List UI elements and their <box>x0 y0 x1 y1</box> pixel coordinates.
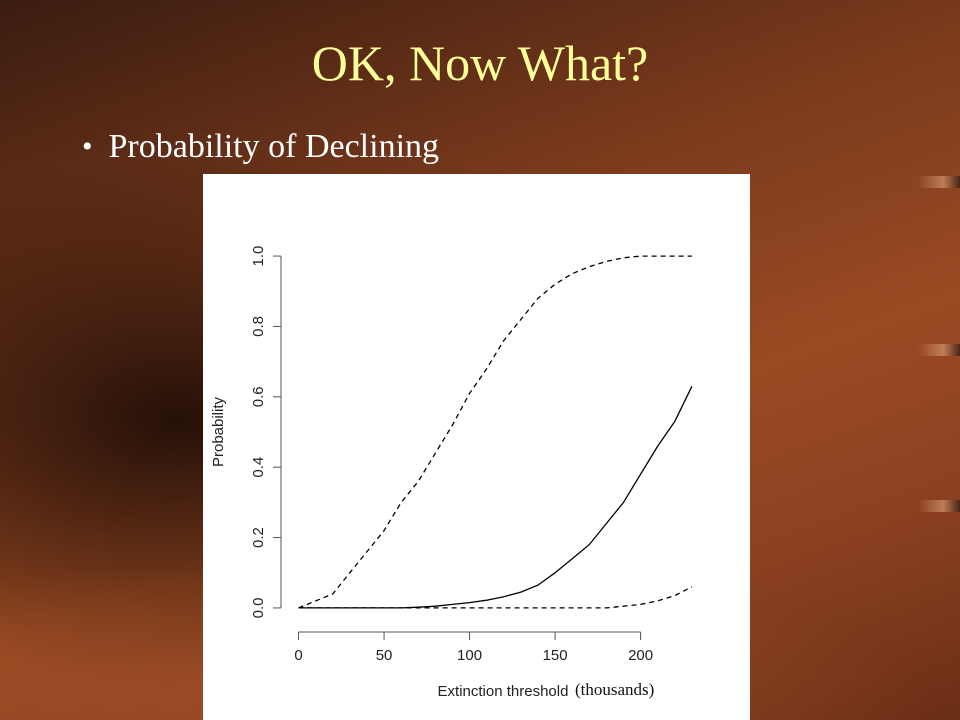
bullet-icon: • <box>82 130 93 163</box>
x-tick-label: 0 <box>294 647 302 664</box>
x-tick-label: 150 <box>543 647 568 664</box>
x-tick-label: 50 <box>376 647 393 664</box>
upper-bound-line <box>298 255 692 609</box>
chart-canvas: 0 50 100 150 200 0.0 0.2 0.4 0.6 0.8 1.0 Extinction… <box>210 246 693 700</box>
x-unit-note: (thousands) <box>575 680 655 699</box>
y-tick-label: 0.6 <box>250 386 267 407</box>
edge-decoration <box>918 500 960 512</box>
y-tick-label: 0.4 <box>250 457 267 478</box>
bullet-text: Probability of Declining <box>108 128 440 165</box>
bullet-item: • Probability of Declining <box>82 128 439 166</box>
x-axis-label: Extinction threshold <box>438 683 569 700</box>
x-tick-label: 200 <box>628 647 653 664</box>
probability-line <box>298 386 693 609</box>
x-tick-label: 100 <box>457 647 482 664</box>
y-tick-label: 1.0 <box>250 246 267 267</box>
y-axis-label: Probability <box>210 396 227 467</box>
edge-decoration <box>918 176 960 188</box>
chart-panel: 0 50 100 150 200 0.0 0.2 0.4 0.6 0.8 1.0 Extinction… <box>203 174 750 720</box>
slide-title: OK, Now What? <box>311 35 649 91</box>
edge-decoration <box>918 344 960 356</box>
y-tick-label: 0.2 <box>250 527 267 548</box>
y-tick-label: 0.0 <box>250 597 267 618</box>
lower-bound-line <box>298 586 693 609</box>
y-tick-label: 0.8 <box>250 316 267 337</box>
